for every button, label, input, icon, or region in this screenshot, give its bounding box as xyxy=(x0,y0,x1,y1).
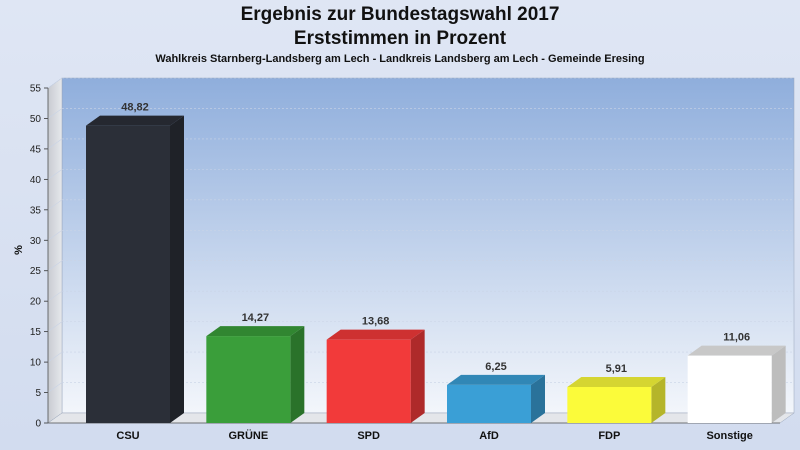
bar xyxy=(326,339,411,423)
bar xyxy=(447,384,531,423)
y-tick-label: 40 xyxy=(30,175,42,186)
bar xyxy=(687,355,772,423)
data-label: 11,06 xyxy=(723,332,750,344)
bar-side xyxy=(531,374,545,423)
y-tick-label: 0 xyxy=(35,419,41,430)
bar-csu xyxy=(86,115,184,423)
bar-side xyxy=(410,329,425,423)
bar-side xyxy=(290,326,305,423)
chart-title: Ergebnis zur Bundestagswahl 2017 xyxy=(240,4,560,25)
grid-line-wall xyxy=(47,199,63,211)
plot-left-wall xyxy=(47,77,63,424)
y-axis-label: % xyxy=(13,245,25,255)
grid-line-wall xyxy=(47,260,63,271)
data-label: 5,91 xyxy=(606,363,627,375)
y-tick-label: 50 xyxy=(30,114,42,125)
data-label: 6,25 xyxy=(485,361,506,373)
chart-subtitle: Wahlkreis Starnberg-Landsberg am Lech - … xyxy=(155,53,645,65)
bar-spd xyxy=(326,329,425,423)
bar-fdp xyxy=(567,377,666,423)
x-tick-label: FDP xyxy=(598,430,620,442)
bar-side xyxy=(651,377,666,423)
x-tick-label: AfD xyxy=(479,430,499,442)
y-tick-label: 30 xyxy=(30,236,42,247)
x-tick-label: Sonstige xyxy=(706,430,752,442)
bar-top xyxy=(326,329,425,340)
bar-top xyxy=(206,326,305,337)
bar-afd xyxy=(447,374,545,423)
y-tick-label: 25 xyxy=(30,266,42,277)
bar xyxy=(206,336,291,423)
data-label: 48,82 xyxy=(121,102,149,114)
y-tick-label: 45 xyxy=(30,144,42,155)
bar-top xyxy=(687,345,786,356)
grid-line-wall xyxy=(47,169,63,180)
chart-subtitle-main: Erststimmen in Prozent xyxy=(293,28,507,49)
bar-sonstige xyxy=(687,345,786,423)
x-tick-label: CSU xyxy=(116,430,139,442)
y-tick-label: 55 xyxy=(30,84,42,95)
data-label: 13,68 xyxy=(362,316,390,328)
x-tick-label: SPD xyxy=(357,430,380,442)
grid-line-wall xyxy=(47,77,63,89)
y-tick-label: 5 xyxy=(35,388,41,399)
grid-line-wall xyxy=(47,321,63,332)
grid-line-wall xyxy=(47,230,63,241)
bar-top xyxy=(567,377,666,388)
bar xyxy=(567,387,652,423)
grid-line-wall xyxy=(47,382,63,393)
data-label: 14,27 xyxy=(242,312,270,324)
bar-top xyxy=(447,374,545,385)
y-tick-label: 15 xyxy=(30,327,42,338)
y-tick-label: 10 xyxy=(30,358,42,369)
bar xyxy=(86,125,170,423)
bar-grüne xyxy=(206,326,305,423)
y-tick-label: 35 xyxy=(30,205,42,216)
bar-side xyxy=(771,345,786,423)
bar-side xyxy=(170,115,184,423)
grid-line-wall xyxy=(47,108,63,119)
x-tick-label: GRÜNE xyxy=(228,429,268,442)
grid-line-wall xyxy=(47,138,63,150)
grid-line-wall xyxy=(47,351,63,363)
grid-line-wall xyxy=(47,290,63,302)
y-tick-label: 20 xyxy=(30,297,42,308)
bar-top xyxy=(86,115,184,126)
